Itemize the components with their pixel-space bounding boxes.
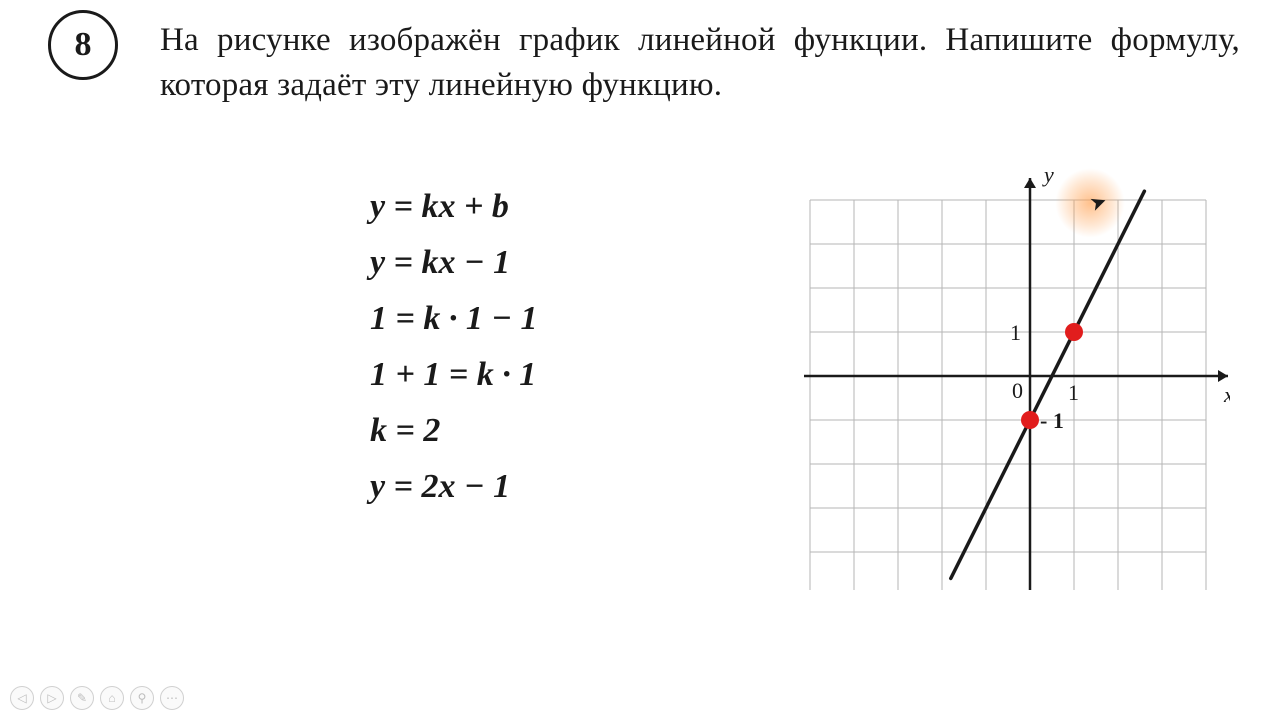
equation-row: k = 2 [370,414,537,448]
question-number: 8 [75,26,92,64]
equation-row: y = kx − 1 [370,246,537,280]
svg-text:- 1: - 1 [1040,408,1064,433]
toolbar-pen-button[interactable]: ✎ [70,686,94,710]
equation-row: y = 2x − 1 [370,470,537,504]
svg-text:1: 1 [1010,320,1021,345]
problem-text: На рисунке изображён график линейной фун… [160,18,1240,107]
chart: yx011- 1 [800,170,1230,590]
equation-row: 1 + 1 = k · 1 [370,358,537,392]
chart-svg: yx011- 1 [800,170,1230,590]
toolbar-next-button[interactable]: ▷ [40,686,64,710]
svg-text:y: y [1042,170,1054,187]
toolbar-home-button[interactable]: ⌂ [100,686,124,710]
svg-text:0: 0 [1012,378,1023,403]
equation-row: y = kx + b [370,190,537,224]
equation-row: 1 = k · 1 − 1 [370,302,537,336]
toolbar-zoom-button[interactable]: ⚲ [130,686,154,710]
toolbar-prev-button[interactable]: ◁ [10,686,34,710]
svg-text:1: 1 [1068,380,1079,405]
page: 8 На рисунке изображён график линейной ф… [0,0,1280,720]
equation-list: y = kx + b y = kx − 1 1 = k · 1 − 1 1 + … [370,190,537,526]
question-number-circle: 8 [48,10,118,80]
toolbar: ◁ ▷ ✎ ⌂ ⚲ ⋯ [10,686,184,710]
svg-text:x: x [1223,382,1230,407]
toolbar-more-button[interactable]: ⋯ [160,686,184,710]
